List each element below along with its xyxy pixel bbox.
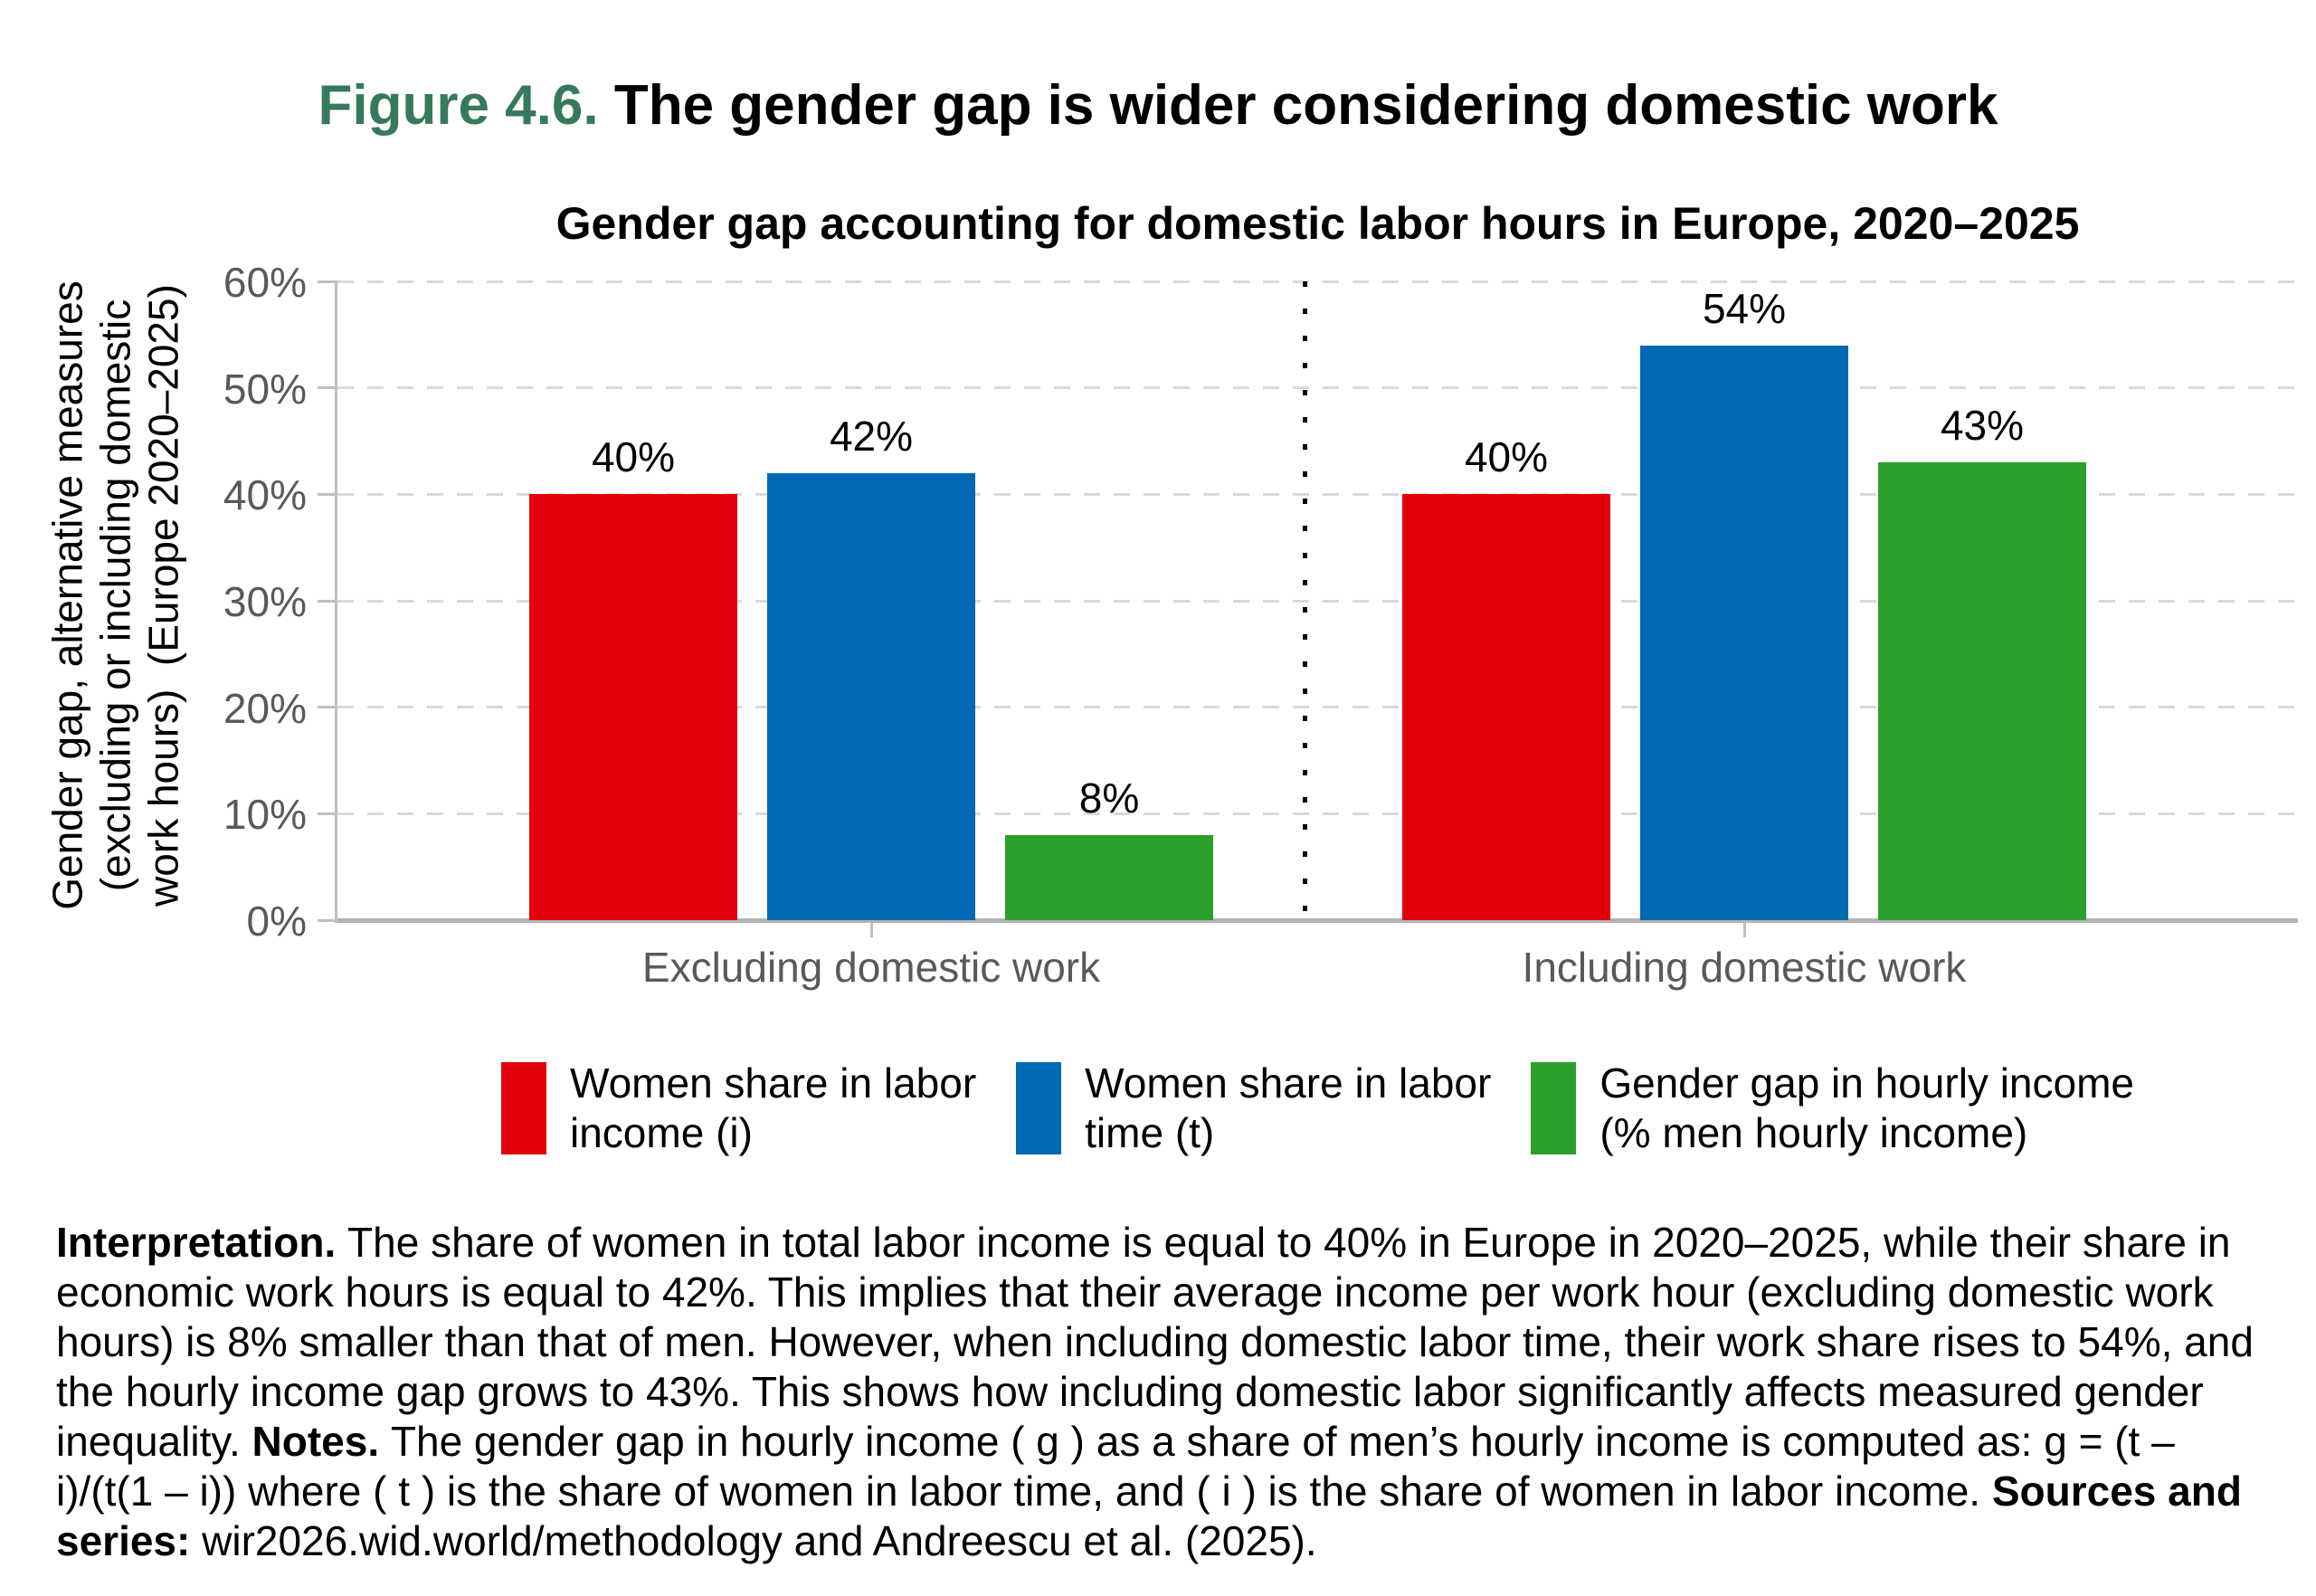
caption-text: wir2026.wid.world/methodology and Andree… (202, 1517, 1317, 1564)
y-tick-label: 60% (223, 259, 307, 306)
y-tick-mark (318, 280, 337, 283)
group-separator-line (1303, 281, 1307, 920)
bar-value-label: 8% (1078, 774, 1140, 822)
caption-bold-label: Sources and series: (56, 1468, 2242, 1564)
caption-text: The share of women in total labor income… (56, 1219, 2254, 1465)
y-tick-label: 10% (223, 791, 307, 839)
group-label: Including domestic work (1522, 944, 1967, 991)
y-tick-label: 30% (223, 578, 307, 625)
bar-value-label: 40% (591, 433, 676, 481)
bar-value-label: 43% (1940, 402, 2025, 450)
bar-women-share-labor-income (529, 494, 737, 920)
legend-item: Gender gap in hourly income (% men hourl… (1531, 1059, 2134, 1158)
gridline (337, 599, 2298, 603)
bar-value-label: 42% (829, 412, 914, 460)
y-tick-mark (318, 918, 337, 922)
caption-bold-label: Notes. (252, 1418, 391, 1465)
figure-number: Figure 4.6. (318, 73, 599, 137)
x-axis-line (337, 918, 2298, 923)
gridline (337, 706, 2298, 709)
gridline (337, 492, 2298, 496)
y-tick-mark (318, 706, 337, 709)
legend-swatch (1016, 1062, 1062, 1154)
y-tick-mark (318, 599, 337, 603)
legend-label: Women share in labor income (i) (570, 1059, 977, 1156)
y-tick-mark (318, 812, 337, 815)
group-label: Excluding domestic work (641, 944, 1101, 991)
bar-women-share-labor-income (1402, 494, 1610, 920)
bar-women-share-labor-time (1640, 345, 1848, 920)
y-tick-label: 0% (246, 898, 307, 945)
legend-swatch (501, 1062, 546, 1154)
bar-women-share-labor-time (767, 472, 975, 920)
bar-value-label: 54% (1702, 284, 1787, 332)
legend-swatch (1531, 1062, 1577, 1154)
y-tick-mark (318, 386, 337, 390)
x-tick-mark (1742, 923, 1746, 937)
figure-title: Figure 4.6. The gender gap is wider cons… (0, 72, 2316, 139)
legend-item: Women share in labor income (i) (501, 1059, 976, 1158)
y-tick-label: 40% (223, 471, 307, 519)
bar-gender-gap-hourly-income (1878, 462, 2086, 920)
figure-title-text: The gender gap is wider considering dome… (613, 73, 1998, 137)
caption-bold-label: Interpretation. (56, 1219, 348, 1266)
bar-gender-gap-hourly-income (1005, 834, 1213, 920)
legend-item: Women share in labor time (t) (1016, 1059, 1491, 1158)
gridline (337, 280, 2298, 283)
gridline (337, 386, 2298, 390)
bar-value-label: 40% (1464, 433, 1549, 481)
caption-text: The gender gap in hourly income ( g ) as… (56, 1418, 2175, 1515)
y-tick-label: 50% (223, 365, 307, 413)
y-tick-mark (318, 492, 337, 496)
y-axis-label: Gender gap, alternative measures (exclud… (43, 280, 187, 910)
chart-title: Gender gap accounting for domestic labor… (555, 198, 2080, 249)
gridline (337, 812, 2298, 815)
x-tick-mark (869, 923, 873, 937)
legend-label: Gender gap in hourly income (% men hourl… (1599, 1059, 2134, 1156)
caption: Interpretation. The share of women in to… (56, 1218, 2264, 1566)
legend-label: Women share in labor time (t) (1085, 1059, 1492, 1156)
y-axis-line (335, 281, 337, 923)
legend: Women share in labor income (i) Women sha… (337, 1059, 2298, 1158)
y-tick-label: 20% (223, 684, 307, 732)
